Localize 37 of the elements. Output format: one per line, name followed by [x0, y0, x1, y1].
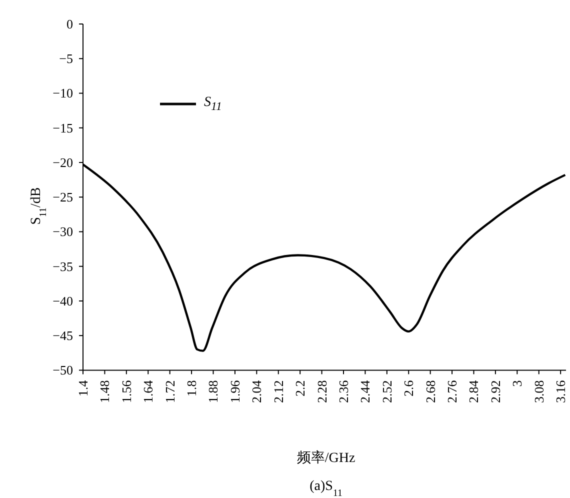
- y-tick-label: −10: [52, 86, 73, 101]
- y-tick-label: −5: [59, 51, 73, 66]
- x-axis-title: 频率/GHz: [296, 450, 356, 466]
- legend-label: S$_{11}$: [204, 95, 222, 113]
- x-tick-label: 3.08: [531, 380, 546, 403]
- text: (a)S$_{11}$: [310, 479, 342, 498]
- x-tick-label: 1.96: [227, 380, 242, 403]
- x-tick-label: 1.64: [140, 380, 156, 403]
- x-tick-label: 2.28: [314, 380, 330, 403]
- x-tick-label: 1.8: [184, 380, 200, 396]
- x-tick-label: 2.6: [401, 380, 416, 396]
- x-tick-label: 2.92: [488, 380, 503, 403]
- y-tick-label: −35: [52, 258, 73, 274]
- y-tick-label: −20: [52, 154, 73, 170]
- y-tick-label: −30: [52, 224, 73, 240]
- x-tick-label: 3: [510, 380, 525, 387]
- x-tick-label: 3.16: [553, 380, 568, 403]
- y-tick-label: −45: [52, 328, 73, 344]
- x-tick-label: 2.04: [249, 380, 264, 403]
- x-tick-label: 2.76: [444, 380, 460, 403]
- y-tick-label: −15: [52, 120, 73, 136]
- y-tick-label: −25: [52, 190, 73, 205]
- x-tick-label: 2.2: [292, 380, 308, 396]
- x-tick-label: 1.4: [76, 380, 90, 396]
- y-tick-label: −50: [52, 362, 73, 378]
- x-tick-label: 2.52: [379, 380, 394, 403]
- x-tick-label: 2.36: [336, 380, 351, 403]
- x-tick-label: 1.48: [97, 380, 112, 403]
- x-tick-label: 1.72: [162, 380, 178, 403]
- y-tick-label: 0: [66, 16, 73, 32]
- x-tick-label: 1.56: [118, 380, 134, 403]
- x-tick-label: 2.44: [358, 380, 373, 403]
- x-tick-label: 2.68: [422, 380, 438, 403]
- x-tick-label: 1.88: [206, 380, 221, 403]
- x-tick-label: 2.84: [466, 380, 482, 403]
- x-tick-label: 2.12: [270, 380, 286, 403]
- y-tick-label: −40: [52, 293, 73, 308]
